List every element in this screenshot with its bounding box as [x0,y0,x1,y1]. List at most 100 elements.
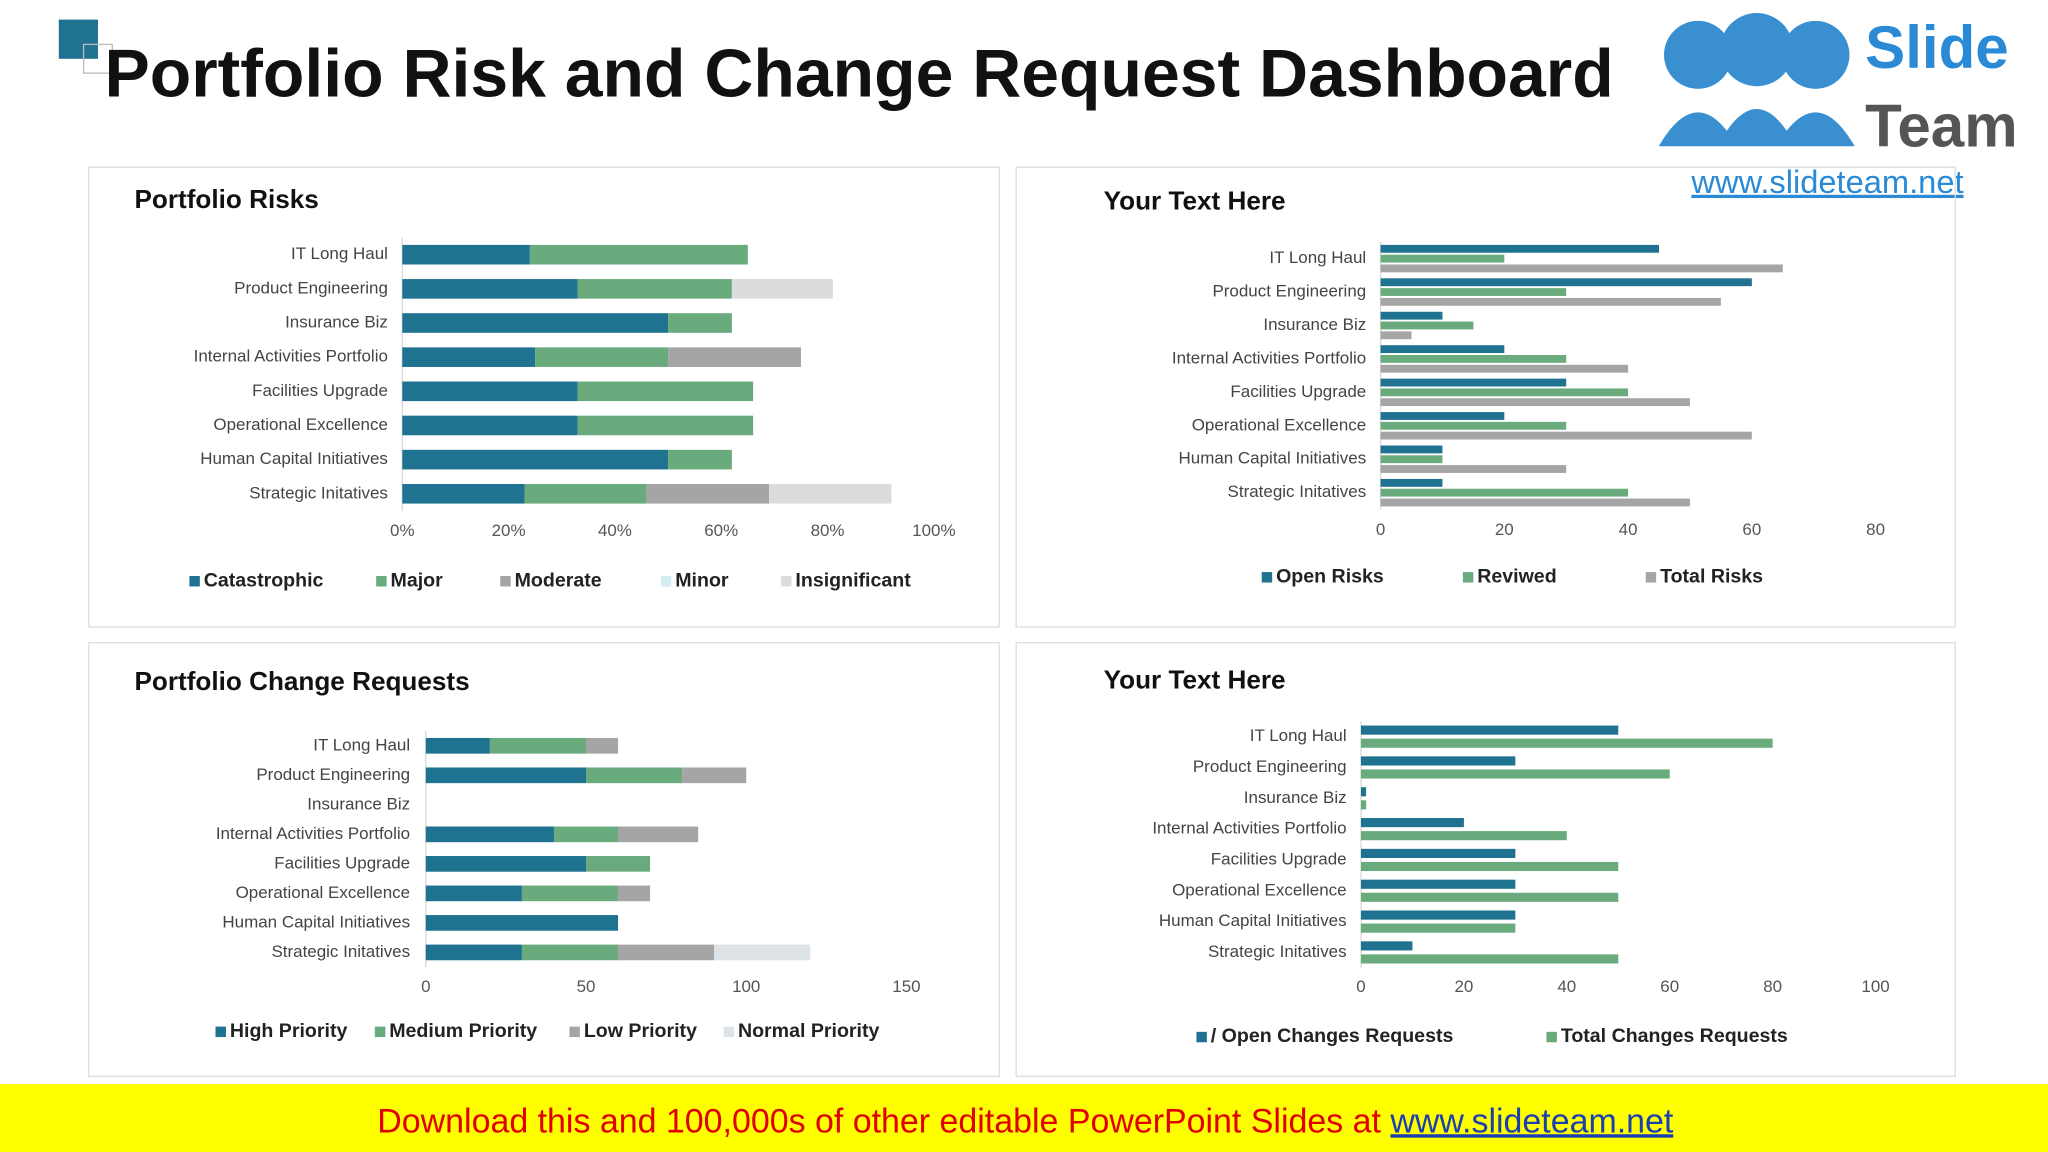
x-tick-label: 100 [732,977,760,996]
bar-segment [668,347,801,367]
bar [1380,388,1629,397]
y-tick-label: Internal Activities Portfolio [194,347,388,366]
legend-label: Total Changes Requests [1561,1025,1788,1047]
logo-url: www.slideteam.net [1690,163,1963,200]
bar [1360,800,1367,810]
bar-segment [646,483,770,504]
x-tick-label: 80 [1763,977,1782,996]
bar-segment [425,944,522,961]
legend-swatch [1462,572,1474,583]
bar [1380,488,1629,497]
x-tick-label: 80% [811,521,845,540]
logo-text: Slide [1865,14,2009,81]
bar [1380,288,1567,296]
bar [1360,787,1367,797]
x-tick-label: 20% [492,521,526,540]
y-tick-label: Strategic Initatives [271,942,410,961]
logo-icon [1658,109,1855,147]
y-tick-label: IT Long Haul [291,244,388,263]
bar [1380,331,1412,340]
bar [1360,738,1773,748]
bar-segment [425,737,490,754]
bar-segment [529,244,748,265]
legend-swatch [1546,1031,1557,1043]
bar-segment [577,415,754,436]
bar-segment [524,483,647,504]
bar [1360,954,1619,964]
bar [1360,892,1619,902]
banner-link[interactable]: www.slideteam.net [1389,1102,1674,1140]
panel [88,641,1000,1077]
bar-segment [586,856,651,872]
bar [1380,465,1567,473]
bar-segment [618,944,715,961]
x-tick-label: 100 [1861,977,1889,996]
chart-title: Portfolio Change Requests [135,666,470,696]
bar-segment [731,279,833,299]
x-tick-label: 40% [598,521,632,540]
logo-text: Team [1865,92,2017,159]
panel [1015,641,1956,1077]
chart-title: Your Text Here [1104,665,1286,695]
bar [1380,378,1567,387]
legend-label: Low Priority [584,1020,697,1042]
bar-segment [553,826,619,843]
y-tick-label: Human Capital Initiatives [222,912,410,931]
y-tick-label: Operational Excellence [213,415,388,434]
legend-swatch [1261,572,1273,583]
y-tick-label: Insurance Biz [1244,788,1347,807]
bar-segment [535,347,669,367]
x-tick-label: 0 [1376,520,1385,539]
bar-segment [577,381,754,402]
bar [1360,818,1464,828]
deco-square [58,19,98,59]
bar [1380,311,1443,320]
legend-label: Minor [675,569,729,591]
legend-swatch [781,576,792,587]
legend-label: Insignificant [795,569,911,591]
legend-swatch [215,1026,226,1038]
bar-segment [618,885,651,902]
bar [1360,861,1619,872]
y-tick-label: Facilities Upgrade [1230,382,1366,401]
bar [1360,910,1516,920]
bar [1380,431,1752,440]
y-tick-label: Operational Excellence [236,883,411,902]
deco-square-outline [82,43,113,74]
legend-swatch [500,576,511,587]
bar [1380,398,1690,407]
logo-icon [1781,20,1850,89]
y-tick-label: Facilities Upgrade [252,381,388,400]
legend-label: Open Risks [1276,565,1384,587]
x-tick-label: 0% [390,521,415,540]
banner-text: Download this and 100,000s of other edit… [377,1102,1674,1140]
legend-label: / Open Changes Requests [1211,1025,1454,1047]
legend-label: Moderate [515,569,602,591]
x-tick-label: 100% [912,521,955,540]
bar-segment [425,885,522,902]
bar [1360,848,1516,858]
y-tick-label: Facilities Upgrade [274,853,410,872]
y-tick-label: Product Engineering [1212,282,1366,301]
bar-segment [682,767,747,784]
bar-segment [425,856,587,872]
bar [1380,244,1660,253]
legend-label: Major [391,569,444,591]
y-tick-label: Human Capital Initiatives [1179,449,1367,468]
bar-segment [402,483,525,504]
bar [1380,345,1505,354]
x-tick-label: 60 [1742,520,1761,539]
chart-title: Portfolio Risks [135,184,319,214]
y-tick-label: Internal Activities Portfolio [1172,348,1366,367]
x-tick-label: 150 [892,977,920,996]
legend-label: Total Risks [1660,565,1763,587]
y-tick-label: Product Engineering [256,765,410,784]
bar [1360,725,1619,735]
y-tick-label: Insurance Biz [1263,315,1366,334]
legend-label: Medium Priority [389,1020,537,1042]
bar-segment [668,313,732,333]
bar-segment [769,483,892,504]
bar-segment [489,737,587,754]
legend-label: Catastrophic [204,569,324,591]
bar-segment [586,737,619,754]
